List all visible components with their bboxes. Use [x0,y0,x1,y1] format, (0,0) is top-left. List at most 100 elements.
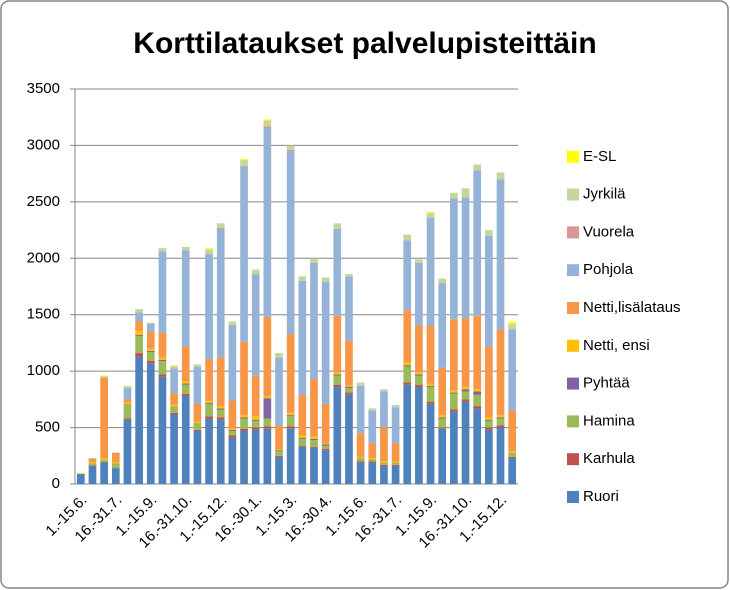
bar-segment [473,170,482,316]
legend-label: Vuorela [583,223,635,240]
bar-segment [508,321,517,324]
bar-segment [426,385,435,387]
bar-segment [181,393,190,396]
bar-segment [496,425,505,428]
legend-swatch [567,302,579,314]
bar-segment [310,439,318,447]
legend-label: Karhula [583,450,635,467]
bar-segment [111,452,120,453]
bar-segment [426,217,435,326]
bar-segment [123,385,132,389]
bar-segment [345,394,353,484]
bar-segment [321,445,330,450]
bar-segment [158,376,167,484]
bar-segment [438,278,447,284]
bar-segment [205,402,213,404]
y-tick-label: 500 [35,419,60,436]
bar-segment [438,427,447,429]
bar-segment [216,406,225,409]
bar-segment [508,410,517,452]
bar-segment [275,449,283,451]
legend-label: Pyhtää [583,375,630,392]
bar-segment [135,312,143,322]
bar-segment [333,386,342,484]
bar-segment [403,234,412,241]
bar-segment [251,269,260,275]
bar-segment [403,365,412,367]
bar-segment [298,445,307,447]
bar-segment [240,417,248,419]
bar-segment [415,384,423,387]
bar-segment [135,356,143,484]
bar-segment [403,366,412,383]
bar-segment [415,374,423,376]
bar-segment [391,462,400,465]
legend-swatch [567,377,579,390]
bar-segment [181,384,190,394]
bar-segment [263,398,272,419]
bar-segment [76,473,85,484]
bar-segment [426,212,435,214]
bar-segment [123,399,132,403]
bar-segment [275,353,283,358]
bar-segment [286,149,295,152]
bar-segment [135,336,143,354]
bar-segment [310,262,318,380]
bar-segment [345,392,353,395]
y-tick-label: 1000 [27,362,60,379]
bar-segment [391,464,400,466]
bar-segment [251,427,260,430]
bar-segment [333,374,342,376]
bar-segment [485,235,493,347]
bar-segment [216,419,225,484]
bar-segment [135,309,143,313]
bar-segment [181,247,190,251]
bar-segment [181,346,190,382]
bar-segment [403,240,412,311]
bar-segment [450,409,458,412]
bar-segment [275,456,283,484]
bar-segment [438,417,447,419]
bar-segment [88,465,97,466]
y-tick-label: 2500 [27,193,60,210]
bar-segment [205,248,213,250]
bar-segment [333,384,342,387]
bar-segment [286,415,295,417]
legend-label: E-SL [583,148,616,165]
bar-segment [380,462,388,465]
bar-segment [275,451,283,456]
bar-segment [228,428,237,430]
bar-segment [473,394,482,407]
bar-segment [345,388,353,393]
bar-segment [450,390,458,393]
bar-segment [216,408,225,410]
bar-segment [111,468,120,484]
bar-segment [368,443,377,459]
bar-segment [333,315,342,373]
bar-segment [170,412,178,415]
legend-label: Hamina [583,412,635,429]
bar-segment [485,429,493,484]
bar-segment [263,126,272,129]
bar-segment [426,383,435,386]
legend-swatch [567,339,579,352]
bar-segment [403,382,412,385]
bar-segment [496,179,505,330]
bar-segment [333,375,342,385]
bar-segment [496,415,505,418]
bar-segment [461,197,470,319]
bar-segment [263,128,272,317]
bar-segment [321,449,330,451]
bar-segment [216,227,225,229]
bar-segment [88,458,97,459]
bar-segment [461,389,470,392]
bar-segment [356,458,365,462]
bar-segment [240,415,248,418]
bar-segment [298,437,307,439]
bar-segment [450,393,458,410]
legend-label: Pohjola [583,261,634,278]
bar-segment [321,443,330,445]
bar-segment [321,277,330,282]
bar-segment [170,414,178,484]
bar-segment [403,362,412,366]
